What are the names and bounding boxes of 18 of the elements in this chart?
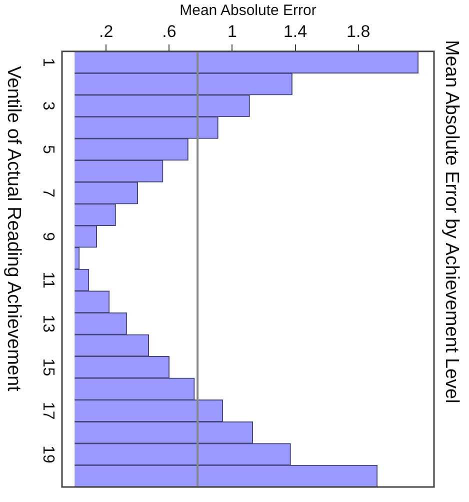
x-tick-label: 1.8 <box>346 22 370 41</box>
y-tick-label: 11 <box>40 272 57 288</box>
y-tick-label: 3 <box>40 101 57 110</box>
y-tick-label: 5 <box>40 144 57 154</box>
y-tick-label: 7 <box>40 188 57 198</box>
y-tick-label: 9 <box>40 232 57 242</box>
x-axis-title: Mean Absolute Error <box>180 2 316 20</box>
x-tick-label: .2 <box>99 22 114 41</box>
y-tick-label: 1 <box>40 58 57 67</box>
x-tick-label: 1.4 <box>283 22 308 41</box>
x-tick-label: 1 <box>228 22 237 41</box>
y-tick-label: 19 <box>40 445 57 464</box>
y-axis-title: Ventile of Actual Reading Achievement <box>2 66 24 392</box>
y-tick-label: 13 <box>40 314 57 333</box>
text: Mean Absolute Error by Achievement Level <box>440 40 462 404</box>
y-tick-label: 17 <box>40 402 57 420</box>
y-tick-label: 15 <box>40 358 57 376</box>
x-tick-label: .6 <box>162 22 176 41</box>
